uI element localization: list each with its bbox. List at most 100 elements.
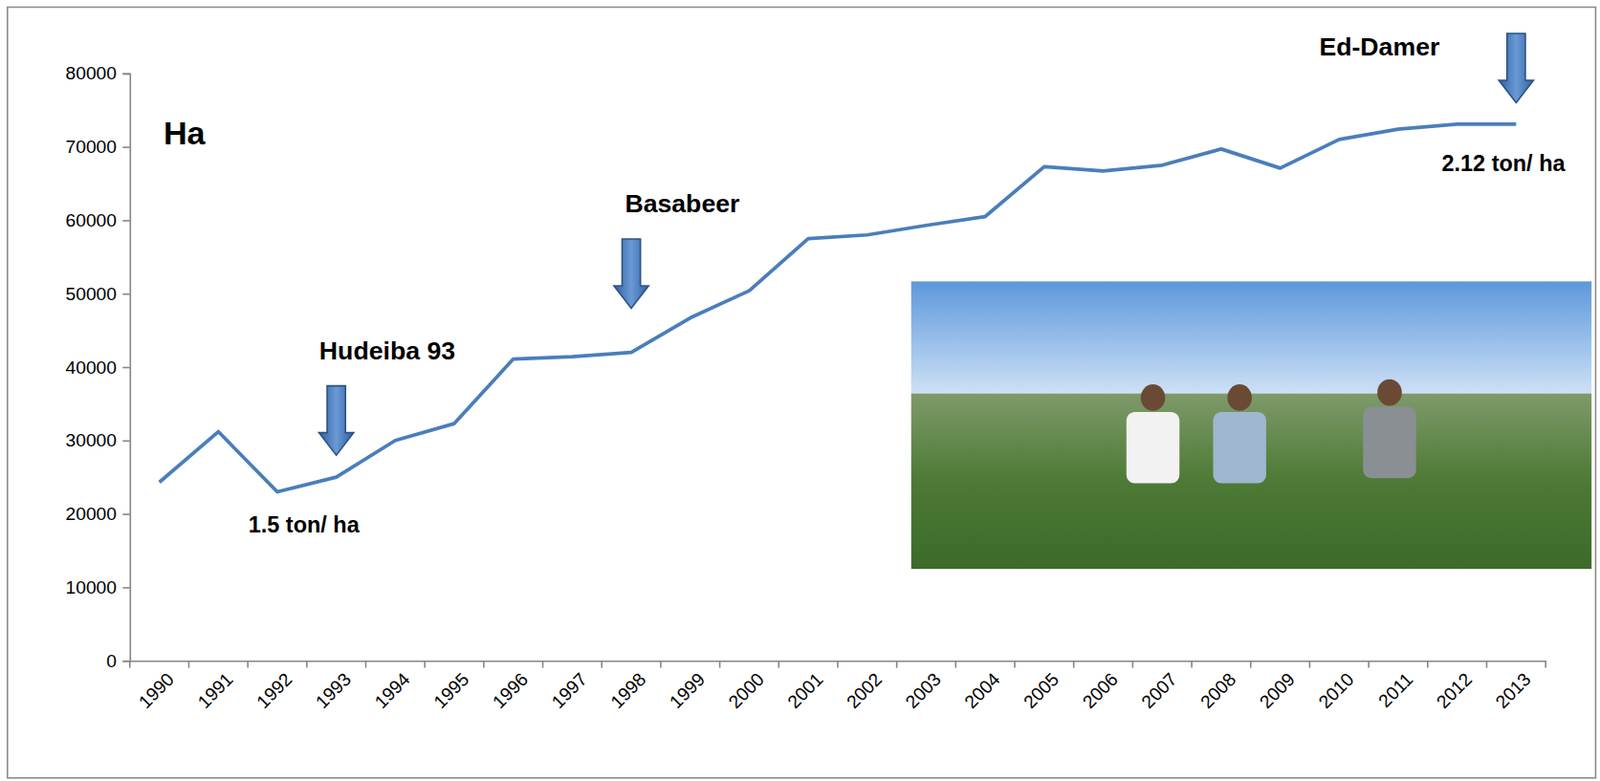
y-tick: 0 <box>106 651 131 672</box>
x-edge-ticks <box>130 660 1546 668</box>
x-tick: 2007 <box>1138 660 1182 713</box>
y-tick-label: 80000 <box>65 63 117 84</box>
x-tick-label: 2006 <box>1078 669 1122 713</box>
photo-person <box>1126 412 1180 484</box>
x-tick: 2011 <box>1374 660 1417 712</box>
x-tick-label: 1997 <box>547 669 592 713</box>
x-tick: 2013 <box>1491 660 1535 713</box>
x-edge-tick <box>777 660 780 668</box>
annotation: 2.12 ton/ ha <box>1441 151 1566 176</box>
x-tick: 2004 <box>961 660 1005 713</box>
x-tick-label: 1993 <box>311 669 355 713</box>
y-tick: 20000 <box>65 504 131 525</box>
x-tick: 2010 <box>1315 660 1359 713</box>
photo-person <box>1212 412 1266 484</box>
photo-field <box>911 394 1592 570</box>
y-tick-label: 50000 <box>65 284 117 305</box>
x-tick: 2012 <box>1432 660 1476 713</box>
x-tick-label: 2004 <box>961 669 1005 713</box>
y-tick-mark <box>122 367 130 370</box>
y-tick: 70000 <box>65 136 131 157</box>
annotation: 1.5 ton/ ha <box>248 512 361 538</box>
y-tick: 10000 <box>65 577 131 598</box>
x-tick-label: 2001 <box>783 669 827 713</box>
x-tick: 1998 <box>606 660 650 713</box>
x-edge-tick <box>600 660 603 668</box>
x-edge-tick <box>188 660 191 668</box>
y-tick-label: 20000 <box>65 504 117 525</box>
y-tick: 50000 <box>65 284 131 305</box>
y-tick: 40000 <box>65 357 131 378</box>
x-tick-label: 2013 <box>1491 669 1535 713</box>
x-edge-tick <box>365 660 368 668</box>
x-edge-tick <box>1132 660 1135 668</box>
x-axis: 1990199119921993199419951996199719981999… <box>130 660 1546 713</box>
x-edge-tick <box>1367 660 1370 668</box>
y-tick: 30000 <box>65 430 131 451</box>
x-tick-label: 1996 <box>488 669 532 713</box>
y-tick-mark <box>122 146 130 149</box>
y-axis: 0 10000 20000 30000 40000 50000 60000 70000 8000… <box>65 63 132 671</box>
x-tick-label: 2010 <box>1315 669 1359 713</box>
x-tick-label: 1995 <box>429 669 473 713</box>
x-tick-label: 1999 <box>665 669 709 713</box>
arrow <box>613 239 649 309</box>
x-tick: 2003 <box>901 660 945 713</box>
x-tick: 2005 <box>1019 660 1063 713</box>
arrow <box>1498 33 1534 104</box>
y-tick: 80000 <box>65 63 131 84</box>
y-tick-mark <box>122 439 130 442</box>
x-edge-tick <box>1190 660 1193 668</box>
y-axis-line <box>122 73 131 661</box>
x-edge-tick <box>1309 660 1312 668</box>
x-tick: 1995 <box>429 660 473 713</box>
photo-sky <box>911 281 1592 395</box>
y-tick-mark <box>122 587 130 590</box>
x-edge-tick <box>482 660 485 668</box>
photo <box>911 281 1592 570</box>
x-tick: 1992 <box>252 660 296 713</box>
x-tick: 1994 <box>371 660 415 713</box>
y-axis-title: Ha <box>163 114 207 152</box>
x-tick-label: 2002 <box>842 669 886 713</box>
x-tick: 1997 <box>547 660 592 713</box>
x-edge-tick <box>1426 660 1429 668</box>
x-tick-label: 1994 <box>371 669 415 713</box>
x-edge-tick <box>896 660 899 668</box>
frame <box>7 6 1597 778</box>
x-edge-tick <box>955 660 958 668</box>
x-edge-tick <box>1486 660 1489 668</box>
x-tick-label: 2003 <box>901 669 945 713</box>
photo-head <box>1377 379 1403 407</box>
x-edge-tick <box>129 660 132 668</box>
photo-head <box>1227 384 1252 412</box>
x-tick: 2002 <box>842 660 886 713</box>
x-tick-label: 1998 <box>606 669 650 713</box>
x-tick: 1993 <box>311 660 355 713</box>
arrow <box>319 386 354 457</box>
x-tick-label: 2012 <box>1432 669 1476 713</box>
x-tick-label: 2005 <box>1019 669 1063 713</box>
x-edge-tick <box>836 660 839 668</box>
annotations: Hudeiba 93BasabeerEd-Damer1.5 ton/ ha2.1… <box>248 32 1567 537</box>
y-tick-label: 60000 <box>65 210 117 231</box>
y-tick-label: 0 <box>106 651 117 672</box>
x-tick-label: 2009 <box>1255 669 1299 713</box>
photo-head <box>1140 384 1166 412</box>
x-tick: 1999 <box>665 660 709 713</box>
y-tick-mark <box>122 219 130 222</box>
y-tick-mark <box>122 73 130 76</box>
photo-person <box>1362 407 1416 480</box>
x-tick-label: 2007 <box>1138 669 1182 713</box>
arrow-label: Basabeer <box>624 189 740 219</box>
x-edge-tick <box>306 660 308 668</box>
x-tick: 1996 <box>488 660 532 713</box>
x-tick-label: 1991 <box>194 669 238 713</box>
y-tick-mark <box>122 293 130 296</box>
x-tick-label: 2000 <box>724 669 768 713</box>
y-tick-mark <box>122 660 130 663</box>
x-edge-tick <box>423 660 426 668</box>
y-tick: 60000 <box>65 210 131 231</box>
x-tick-label: 2011 <box>1374 669 1417 712</box>
x-tick: 1991 <box>194 660 238 713</box>
